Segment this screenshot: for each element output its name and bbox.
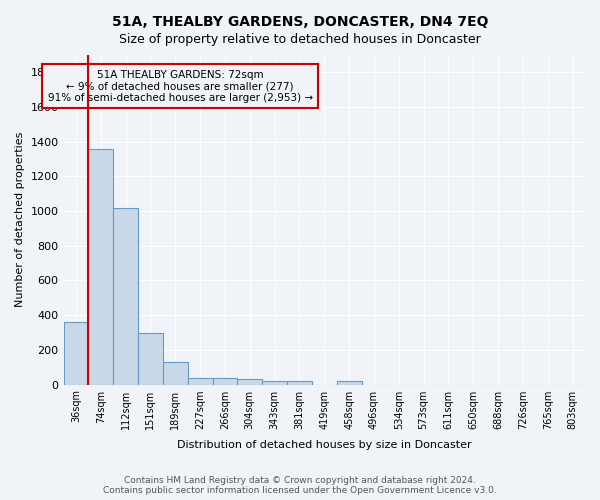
Bar <box>287 381 312 384</box>
Bar <box>163 362 188 384</box>
Bar <box>212 378 238 384</box>
Bar <box>138 334 163 384</box>
Bar <box>64 322 88 384</box>
Text: Size of property relative to detached houses in Doncaster: Size of property relative to detached ho… <box>119 32 481 46</box>
Y-axis label: Number of detached properties: Number of detached properties <box>15 132 25 308</box>
Bar <box>113 208 138 384</box>
Bar <box>337 381 362 384</box>
Text: 51A THEALBY GARDENS: 72sqm
← 9% of detached houses are smaller (277)
91% of semi: 51A THEALBY GARDENS: 72sqm ← 9% of detac… <box>47 70 313 103</box>
X-axis label: Distribution of detached houses by size in Doncaster: Distribution of detached houses by size … <box>177 440 472 450</box>
Text: 51A, THEALBY GARDENS, DONCASTER, DN4 7EQ: 51A, THEALBY GARDENS, DONCASTER, DN4 7EQ <box>112 15 488 29</box>
Text: Contains HM Land Registry data © Crown copyright and database right 2024.
Contai: Contains HM Land Registry data © Crown c… <box>103 476 497 495</box>
Bar <box>262 381 287 384</box>
Bar <box>88 148 113 384</box>
Bar <box>188 378 212 384</box>
Bar <box>238 380 262 384</box>
